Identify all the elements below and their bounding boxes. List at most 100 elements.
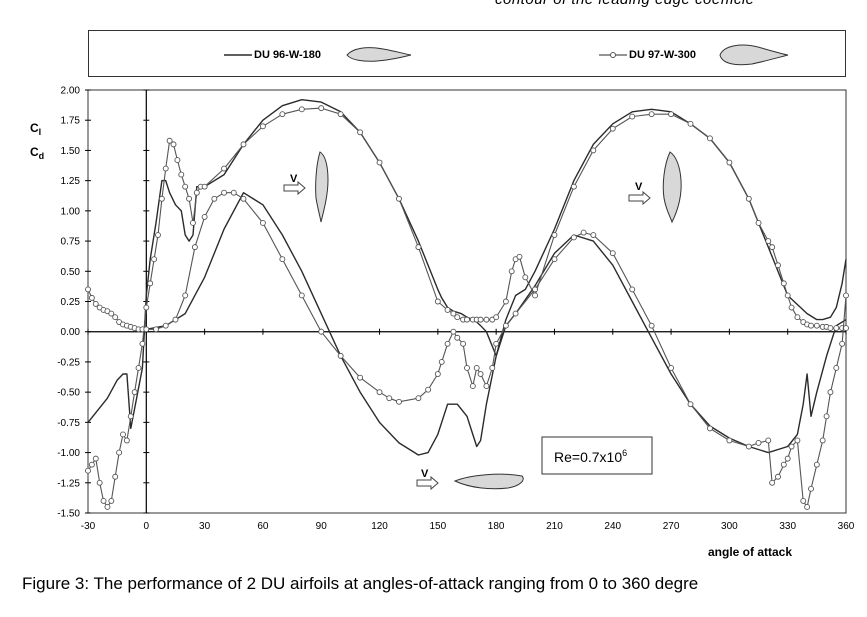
- data-point-du-97-w-300-cl: [318, 105, 325, 112]
- data-point-du-97-w-300-cd: [376, 389, 383, 396]
- data-point-du-97-w-300-cl: [629, 113, 636, 120]
- data-point-du-97-w-300-cl: [765, 238, 772, 245]
- arrow-right-icon: [416, 475, 439, 491]
- data-point-du-97-w-300-cl: [337, 111, 344, 118]
- data-point-du-97-w-300-cd: [279, 256, 286, 263]
- data-point-du-97-w-300-cd: [477, 371, 484, 377]
- data-point-du-97-w-300-cl: [143, 304, 150, 311]
- data-point-du-97-w-300-cl: [464, 316, 470, 323]
- data-point-du-97-w-300-cl: [570, 183, 577, 190]
- velocity-annotation-90: V: [283, 151, 329, 223]
- data-point-du-97-w-300-cd: [483, 383, 490, 390]
- x-tick-label: 150: [430, 521, 447, 532]
- data-point-du-97-w-300-cl: [166, 137, 173, 144]
- x-tick-label: 360: [838, 521, 855, 532]
- data-point-du-97-w-300-cd: [819, 437, 826, 444]
- data-point-du-97-w-300-cl: [780, 280, 787, 287]
- data-point-du-97-w-300-cl: [376, 159, 383, 166]
- data-point-du-97-w-300-cl: [522, 274, 529, 281]
- legend-label-du97: DU 97-W-300: [629, 48, 697, 61]
- data-point-du-97-w-300-cl: [477, 316, 484, 323]
- data-point-du-97-w-300-cl: [182, 183, 189, 190]
- airfoil-vertical-icon: [662, 151, 682, 224]
- data-point-du-97-w-300-cd: [755, 439, 762, 446]
- data-point-du-97-w-300-cl: [687, 120, 694, 127]
- airfoil-horizontal-icon: [453, 473, 524, 490]
- data-point-du-97-w-300-cd: [775, 473, 781, 480]
- data-point-du-97-w-300-cd: [551, 256, 558, 263]
- data-point-du-97-w-300-cl: [123, 437, 130, 444]
- axis-ticks: -30 0 30 60 90 120 150 180 210 240 270 300 330 360 2.0…: [57, 86, 855, 533]
- data-point-du-97-w-300-cl: [706, 135, 713, 142]
- data-point-du-97-w-300-cd: [833, 365, 840, 371]
- data-point-du-97-w-300-cl: [454, 314, 461, 321]
- data-point-du-97-w-300-cd: [191, 244, 198, 251]
- x-tick-label: 240: [604, 521, 621, 532]
- y-tick-label: -1.25: [57, 478, 80, 489]
- data-point-du-97-w-300-cl: [357, 129, 364, 136]
- velocity-label-90: V: [290, 173, 298, 185]
- velocity-annotation-180: V: [416, 468, 524, 491]
- data-point-du-97-w-300-cd: [88, 294, 95, 301]
- data-point-du-97-w-300-cd: [570, 234, 577, 241]
- data-point-du-97-w-300-cd: [464, 365, 470, 371]
- data-point-du-97-w-300-cd: [454, 334, 461, 341]
- data-point-du-97-w-300-cl: [668, 111, 675, 118]
- y-tick-label: 1.50: [61, 146, 81, 157]
- data-point-du-97-w-300-cd: [108, 310, 115, 317]
- data-point-du-97-w-300-cl: [726, 159, 733, 166]
- data-point-du-97-w-300-cd: [784, 455, 791, 462]
- data-point-du-97-w-300-cd: [512, 310, 519, 317]
- data-point-du-97-w-300-cd: [780, 461, 787, 468]
- data-point-du-97-w-300-cd: [318, 328, 325, 335]
- data-point-du-97-w-300-cd: [396, 398, 402, 405]
- data-point-du-97-w-300-cd: [85, 286, 91, 293]
- velocity-annotation-270: V: [628, 151, 682, 224]
- data-point-du-97-w-300-cd: [823, 413, 830, 420]
- data-point-du-97-w-300-cd: [337, 352, 344, 359]
- data-point-du-97-w-300-cd: [839, 340, 846, 347]
- data-point-du-97-w-300-cl: [827, 325, 834, 332]
- y-tick-label: -1.50: [57, 509, 80, 520]
- y-tick-label: 0.25: [61, 297, 81, 308]
- data-point-du-97-w-300-cd: [726, 437, 733, 444]
- data-point-du-97-w-300-cl: [775, 262, 781, 269]
- x-tick-label: 300: [721, 521, 738, 532]
- velocity-label-270: V: [635, 181, 643, 193]
- data-point-du-97-w-300-cd: [201, 213, 208, 220]
- data-point-du-97-w-300-cd: [444, 340, 451, 347]
- y-tick-label: 0.50: [61, 267, 81, 278]
- x-tick-label: -30: [81, 521, 96, 532]
- x-tick-label: 210: [546, 521, 563, 532]
- data-point-du-97-w-300-cl: [450, 310, 457, 317]
- data-point-du-97-w-300-cl: [769, 244, 776, 251]
- data-point-du-97-w-300-cl: [794, 314, 801, 321]
- data-point-du-97-w-300-cl: [808, 322, 814, 329]
- data-point-du-97-w-300-cl: [508, 268, 515, 275]
- data-point-du-97-w-300-cd: [827, 389, 834, 396]
- y-tick-label: 1.00: [61, 206, 81, 217]
- data-point-du-97-w-300-cd: [211, 195, 218, 202]
- series-line-du-96-w-180-cl: [87, 98, 847, 430]
- data-point-du-97-w-300-cl: [396, 195, 402, 202]
- data-point-du-97-w-300-cd: [706, 425, 713, 432]
- data-point-du-97-w-300-cd: [473, 365, 480, 371]
- x-tick-label: 180: [488, 521, 505, 532]
- data-point-du-97-w-300-cd: [502, 322, 509, 329]
- x-tick-label: 120: [371, 521, 388, 532]
- data-point-du-97-w-300-cd: [769, 479, 776, 486]
- data-point-du-97-w-300-cl: [96, 479, 103, 486]
- airfoil-du97-icon: [719, 44, 789, 65]
- data-point-du-97-w-300-cl: [193, 189, 200, 196]
- data-point-du-97-w-300-cl: [483, 316, 490, 323]
- y-tick-label: 2.00: [61, 86, 81, 97]
- data-point-du-97-w-300-cd: [357, 374, 364, 381]
- data-point-du-97-w-300-cd: [648, 322, 655, 329]
- data-point-du-97-w-300-cl: [151, 256, 158, 263]
- data-point-du-97-w-300-cd: [788, 443, 795, 450]
- data-point-du-97-w-300-cd: [800, 497, 807, 504]
- data-point-du-97-w-300-cd: [298, 292, 305, 299]
- data-point-du-97-w-300-cl: [279, 111, 286, 118]
- data-point-du-97-w-300-cl: [92, 455, 99, 462]
